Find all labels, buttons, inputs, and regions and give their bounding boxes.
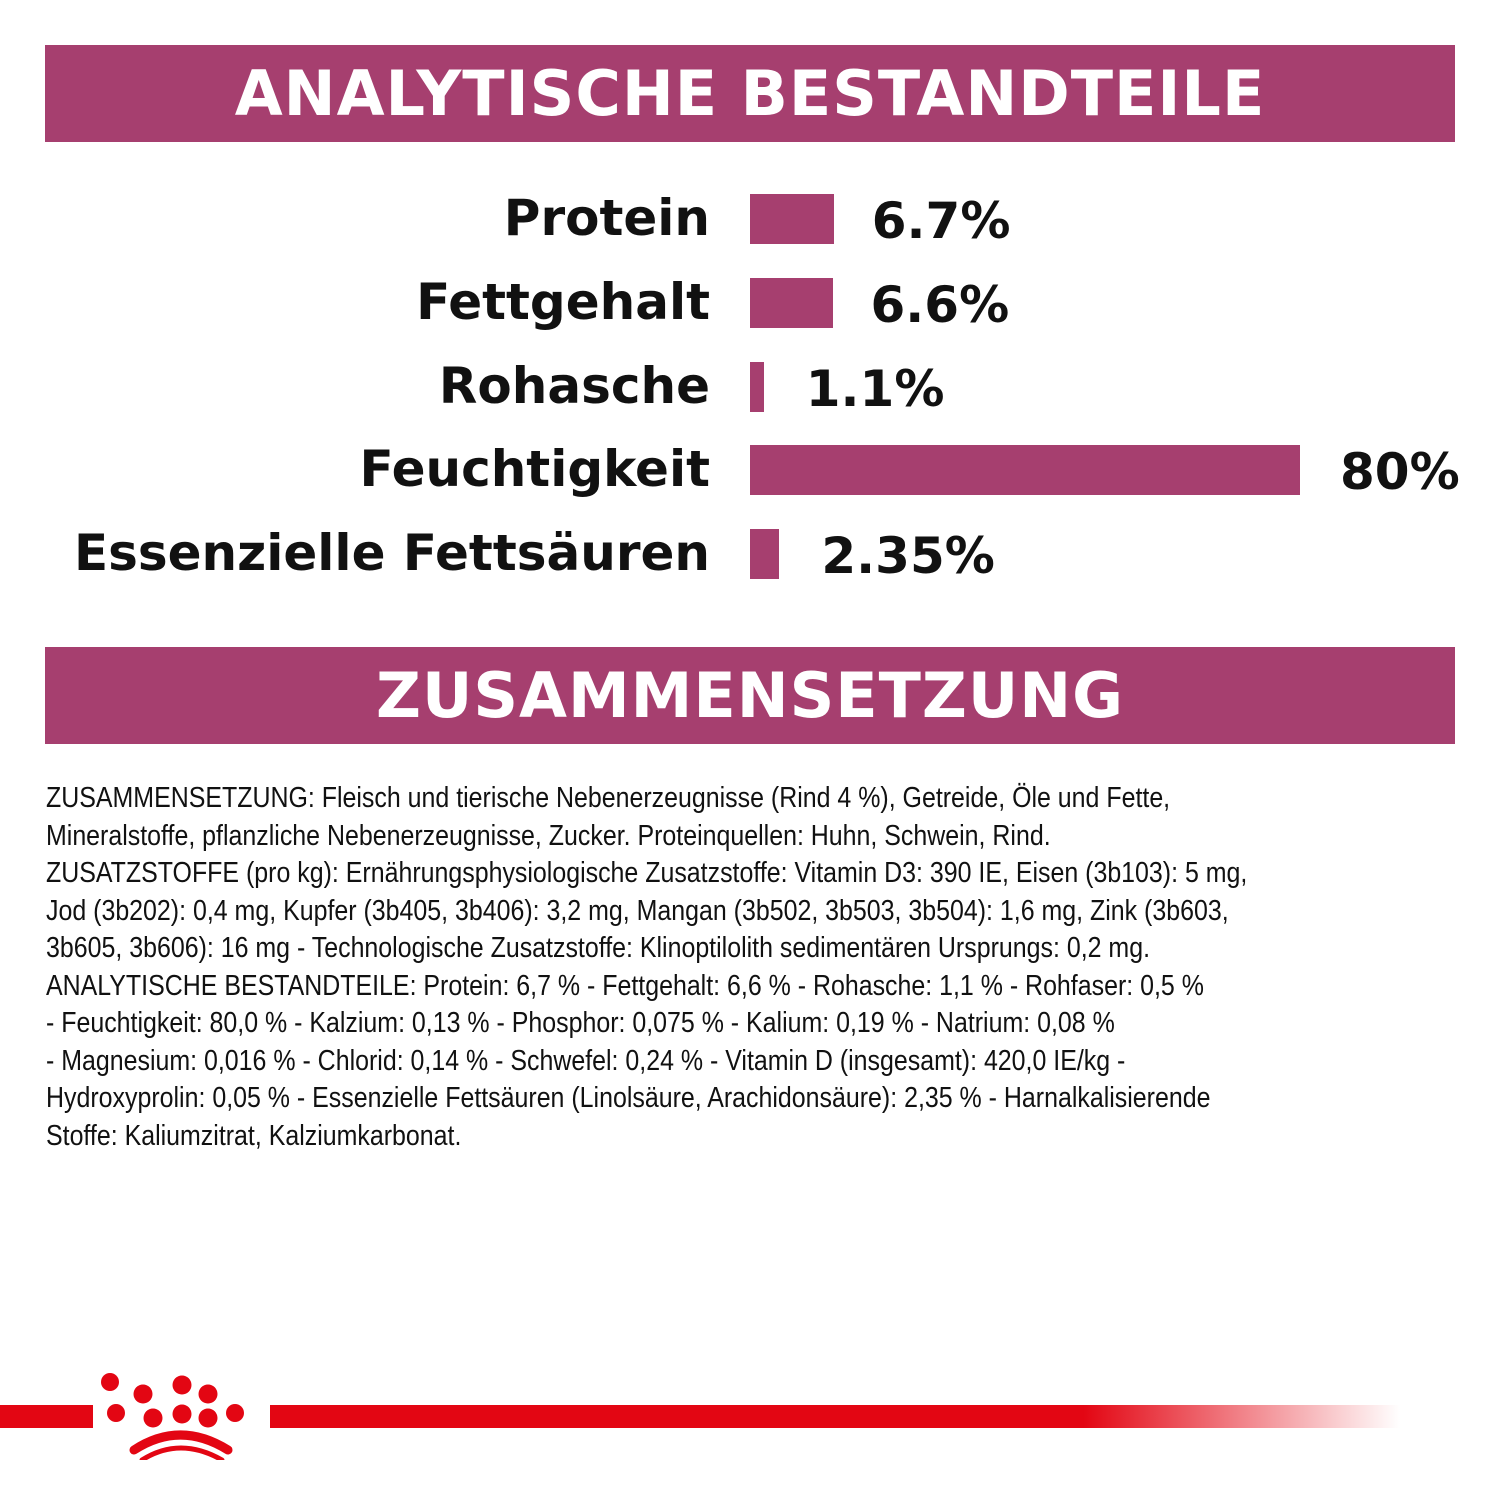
category-label: Fettgehalt bbox=[416, 273, 710, 331]
bar bbox=[750, 278, 833, 328]
composition-line: ZUSATZSTOFFE (pro kg): Ernährungsphysiol… bbox=[46, 857, 1248, 889]
brand-line-left bbox=[0, 1405, 93, 1428]
value-label: 2.35% bbox=[821, 527, 995, 585]
composition-line: Stoffe: Kaliumzitrat, Kalziumkarbonat. bbox=[46, 1119, 462, 1152]
composition-title: ZUSAMMENSETZUNG bbox=[376, 659, 1124, 732]
analytics-title: ANALYTISCHE BESTANDTEILE bbox=[234, 57, 1266, 130]
composition-line: Hydroxyprolin: 0,05 % - Essenzielle Fett… bbox=[46, 1082, 1211, 1114]
composition-line: 3b605, 3b606): 16 mg - Technologische Zu… bbox=[46, 932, 1150, 964]
composition-line: - Feuchtigkeit: 80,0 % - Kalzium: 0,13 %… bbox=[46, 1007, 1115, 1039]
bar bbox=[750, 362, 764, 412]
value-label: 1.1% bbox=[805, 360, 945, 418]
analytics-bar-chart: Protein 6.7% Fettgehalt 6.6% Rohasche 1.1% Feu… bbox=[0, 160, 1500, 600]
category-label: Essenzielle Fettsäuren bbox=[73, 524, 710, 582]
category-label: Rohasche bbox=[438, 357, 710, 415]
bar bbox=[750, 445, 1300, 495]
crown-logo-icon bbox=[101, 1373, 244, 1460]
composition-line: Jod (3b202): 0,4 mg, Kupfer (3b405, 3b40… bbox=[46, 894, 1229, 927]
category-label: Feuchtigkeit bbox=[359, 440, 710, 498]
chart-row: Essenzielle Fettsäuren 2.35% bbox=[0, 523, 1500, 585]
analytics-header: ANALYTISCHE BESTANDTEILE bbox=[45, 45, 1455, 142]
category-label: Protein bbox=[503, 189, 710, 247]
composition-text: ZUSAMMENSETZUNG: Fleisch und tierische N… bbox=[46, 780, 1443, 1155]
brand-line-right bbox=[270, 1405, 1400, 1428]
composition-line: - Magnesium: 0,016 % - Chlorid: 0,14 % -… bbox=[46, 1044, 1126, 1077]
value-label: 80% bbox=[1340, 443, 1460, 501]
chart-row: Feuchtigkeit 80% bbox=[0, 439, 1500, 501]
bar bbox=[750, 529, 780, 579]
composition-line: ZUSAMMENSETZUNG: Fleisch und tierische N… bbox=[46, 782, 1171, 814]
composition-line: ANALYTISCHE BESTANDTEILE: Protein: 6,7 %… bbox=[46, 969, 1204, 1002]
chart-row: Protein 6.7% bbox=[0, 188, 1500, 250]
composition-line: Mineralstoffe, pflanzliche Nebenerzeugni… bbox=[46, 819, 1051, 852]
composition-header: ZUSAMMENSETZUNG bbox=[45, 647, 1455, 744]
chart-row: Rohasche 1.1% bbox=[0, 356, 1500, 418]
bar bbox=[750, 194, 834, 244]
value-label: 6.7% bbox=[871, 192, 1011, 250]
value-label: 6.6% bbox=[870, 276, 1010, 334]
chart-row: Fettgehalt 6.6% bbox=[0, 272, 1500, 334]
